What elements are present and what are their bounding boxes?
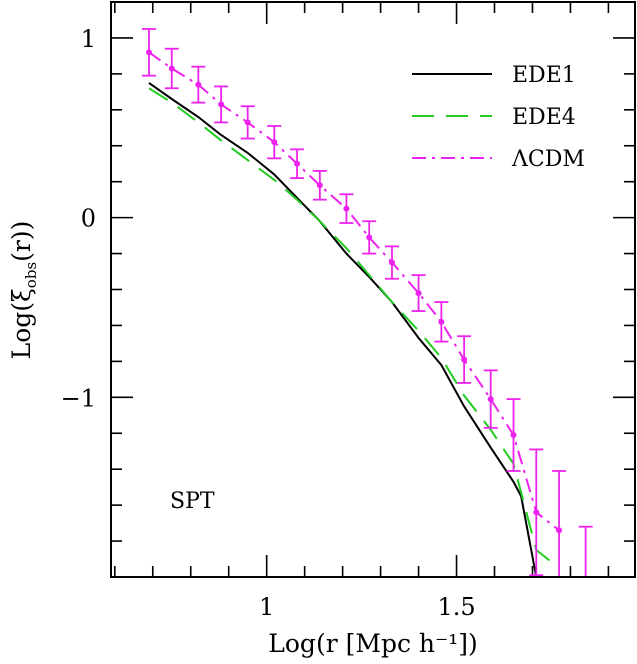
y-tick-label: 0: [81, 205, 96, 233]
legend: EDE1 EDE4 ΛCDM: [412, 63, 585, 172]
data-point: [145, 49, 152, 56]
annotation-spt: SPT: [170, 489, 215, 514]
tick-labels: 1 1.5 1 0 −1: [61, 25, 476, 621]
plot-frame: [110, 1, 636, 578]
series-cdm: [141, 28, 567, 577]
data-point: [271, 139, 278, 146]
series-ede4: [148, 87, 560, 569]
y-axis-label-prefix: Log(: [7, 302, 36, 359]
data-point: [195, 81, 202, 88]
series-line-cdm: [148, 51, 560, 532]
data-point: [168, 65, 175, 72]
data-point: [415, 290, 422, 297]
legend-label-ede1: EDE1: [512, 63, 576, 88]
series-ede1: [148, 82, 538, 577]
series-extra: [578, 525, 593, 577]
data-point: [343, 205, 350, 212]
legend-label-lcdm: ΛCDM: [511, 147, 585, 172]
x-tick-label: 1.5: [437, 593, 475, 621]
series-line-ede4: [148, 87, 560, 569]
data-point: [438, 318, 445, 325]
data-point: [366, 234, 373, 241]
data-point: [556, 527, 563, 534]
y-tick-label: −1: [61, 384, 96, 412]
data-point: [388, 259, 395, 266]
data-point: [294, 160, 301, 167]
series-line-ede1: [148, 82, 538, 577]
legend-label-ede4: EDE4: [512, 105, 576, 130]
data-point: [487, 396, 494, 403]
y-tick-label: 1: [81, 25, 96, 53]
data-point: [510, 432, 517, 439]
data-point: [218, 101, 225, 108]
data-point: [533, 509, 540, 516]
y-axis-label-suffix: (r)): [7, 221, 36, 262]
series-layer: [141, 28, 593, 577]
y-axis-label: Log(ξobs(r)): [7, 221, 40, 360]
x-axis-label: Log(r [Mpc h⁻¹]): [268, 629, 477, 658]
data-point: [461, 356, 468, 363]
x-tick-label: 1: [259, 593, 274, 621]
data-point: [244, 119, 251, 126]
data-point: [316, 182, 323, 189]
y-axis-label-sub: obs: [22, 262, 40, 288]
y-axis-label-xi: ξ: [7, 288, 36, 302]
